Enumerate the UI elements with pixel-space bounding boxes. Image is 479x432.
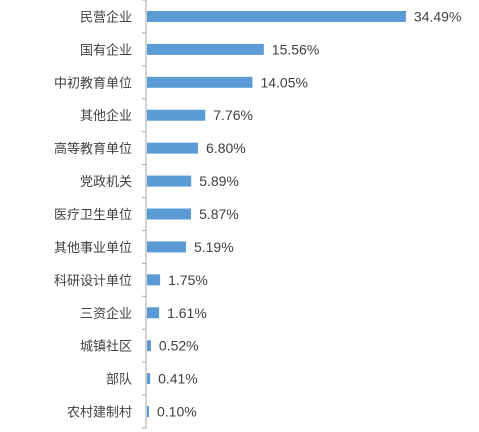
category-label: 城镇社区	[80, 339, 132, 355]
data-label: 1.75%	[168, 272, 208, 288]
bar	[147, 10, 406, 22]
bar	[147, 274, 161, 286]
bar	[147, 175, 192, 187]
bar	[147, 142, 199, 154]
y-axis-ticks	[142, 0, 146, 429]
bar	[147, 406, 149, 418]
data-label: 14.05%	[260, 74, 307, 90]
category-label: 国有企业	[80, 42, 132, 58]
bar	[147, 373, 151, 385]
data-label: 0.52%	[159, 338, 199, 354]
bar	[147, 241, 186, 253]
data-label: 0.10%	[157, 404, 197, 420]
data-label: 6.80%	[206, 140, 246, 156]
bar	[147, 76, 253, 88]
data-label: 34.49%	[414, 8, 461, 24]
data-label: 15.56%	[272, 41, 319, 57]
category-label: 其他事业单位	[54, 241, 132, 256]
data-label: 5.19%	[194, 239, 234, 255]
bar	[147, 208, 192, 220]
bar	[147, 109, 206, 121]
category-label: 其他企业	[80, 108, 132, 124]
data-label: 7.76%	[213, 107, 253, 123]
data-label: 1.61%	[167, 305, 207, 321]
category-label: 党政机关	[80, 175, 132, 190]
value-labels-group: 34.49% 15.56% 14.05% 7.76% 6.80% 5.89% 5.87% 5.…	[157, 8, 461, 419]
bar	[147, 340, 151, 352]
category-label: 科研设计单位	[54, 274, 132, 289]
category-label: 医疗卫生单位	[54, 208, 132, 223]
category-label: 民营企业	[80, 9, 132, 25]
category-label: 三资企业	[80, 306, 132, 322]
data-label: 5.89%	[199, 173, 239, 189]
data-label: 0.41%	[158, 371, 198, 387]
category-label: 部队	[106, 373, 132, 388]
bars-group	[147, 10, 406, 418]
category-labels-group: 民营企业国有企业中初教育单位其他企业高等教育单位党政机关医疗卫生单位其他事业单位…	[54, 9, 132, 420]
category-label: 高等教育单位	[54, 141, 132, 157]
category-label: 中初教育单位	[54, 75, 132, 91]
data-label: 5.87%	[199, 206, 239, 222]
category-label: 农村建制村	[67, 406, 132, 421]
bar	[147, 307, 160, 319]
bar	[147, 43, 264, 55]
